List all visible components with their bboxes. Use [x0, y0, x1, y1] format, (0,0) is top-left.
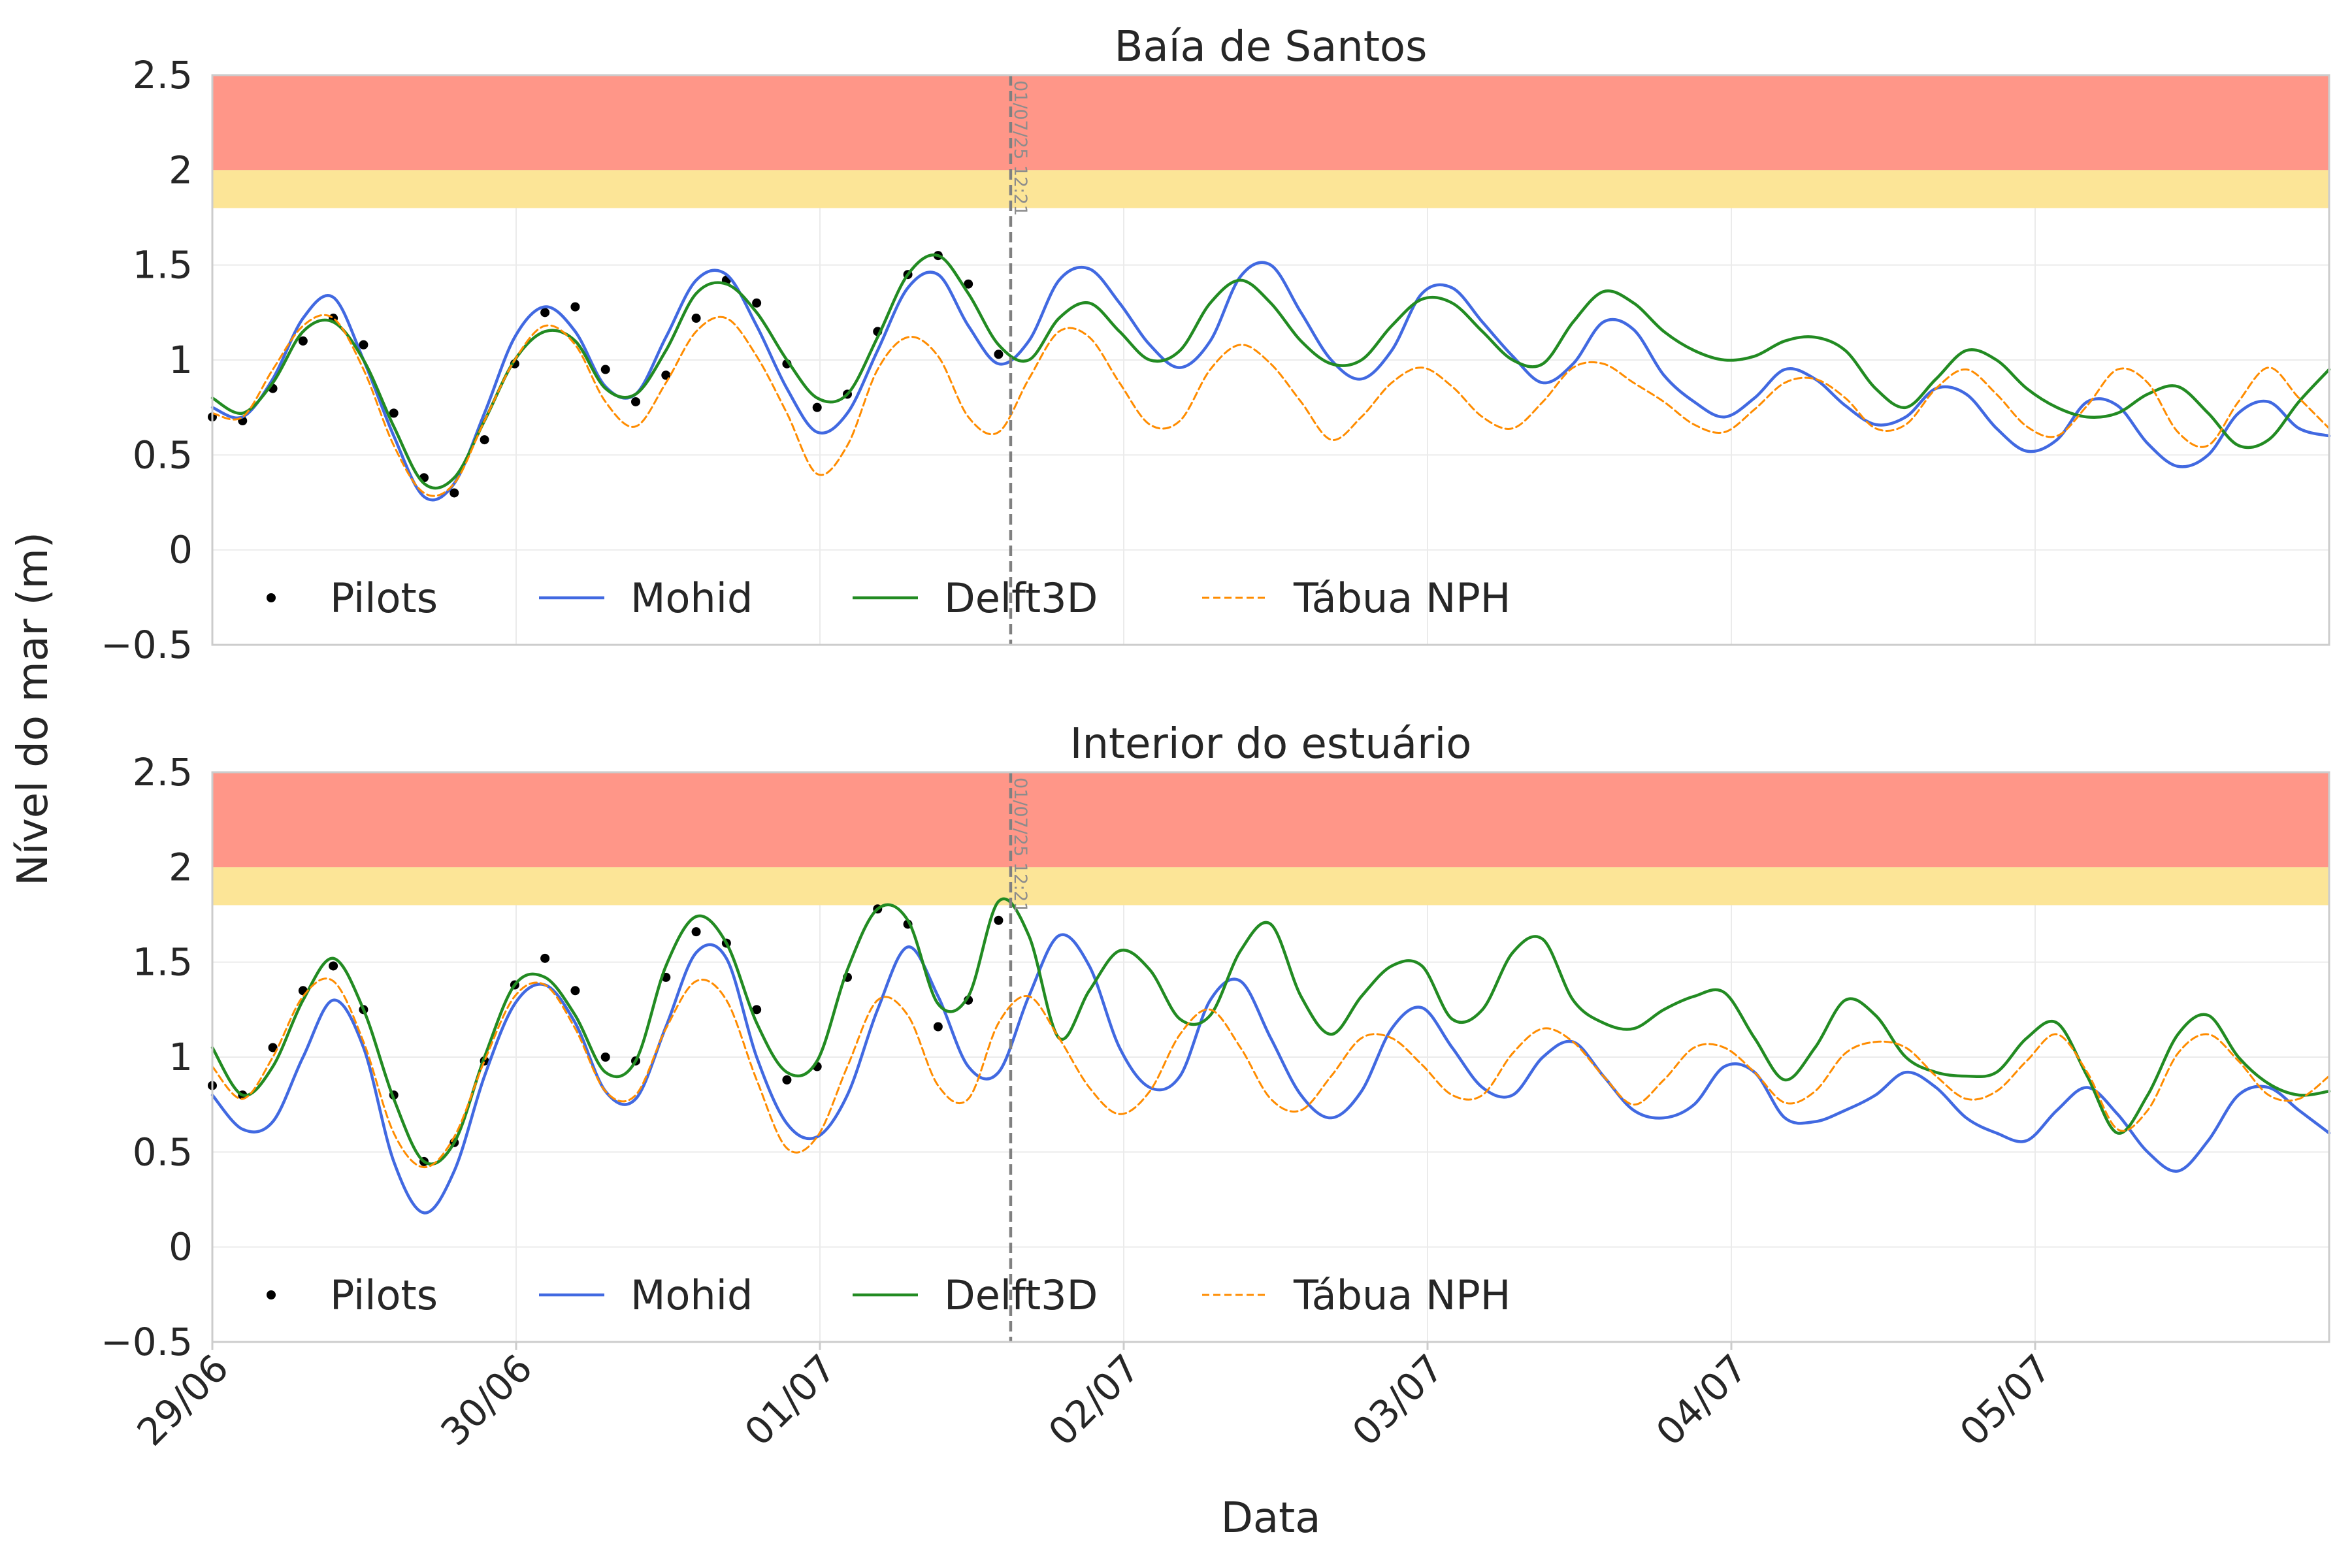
y-tick-label: 1.5 — [133, 940, 193, 985]
legend-item-pilots: Pilots — [267, 574, 438, 622]
series-mohid — [210, 933, 2331, 1215]
legend-item-mohid: Mohid — [539, 574, 753, 622]
pilots-point — [752, 1005, 762, 1015]
legend-swatch — [267, 593, 276, 602]
y-tick-label: 2 — [169, 845, 193, 889]
panel-title: Baía de Santos — [1115, 23, 1428, 71]
y-tick-label: 1 — [169, 338, 193, 382]
pilots-point — [449, 488, 459, 498]
legend-label: Pilots — [330, 574, 438, 622]
series-delft3d — [210, 253, 2331, 490]
pilots-point — [812, 402, 822, 412]
pilots-point — [600, 1053, 610, 1062]
pilots-point — [329, 961, 338, 971]
legend-label: Pilots — [330, 1271, 438, 1319]
series-mohid — [210, 261, 2331, 502]
legend-label: Mohid — [630, 1271, 753, 1319]
now-line-label: 01/07/25 12:21 — [1010, 80, 1030, 216]
pilots-point — [570, 986, 580, 996]
plot-frame — [211, 74, 2330, 646]
y-tick-label: 2.5 — [133, 53, 193, 97]
legend-label: Tábua NPH — [1293, 574, 1511, 622]
y-tick-label: 1.5 — [133, 243, 193, 287]
pilots-point — [752, 298, 762, 308]
panel-interior-do-estuario: 01/07/25 12:21 −0.5 0 0.5 1 1.5 2 2.5 Interior d… — [101, 720, 2331, 1454]
pilots-point — [480, 435, 489, 445]
now-line-label: 01/07/25 12:21 — [1010, 777, 1030, 913]
warning-band — [212, 867, 2329, 906]
panel-title: Interior do estuário — [1070, 720, 1472, 768]
pilots-point — [570, 302, 580, 312]
pilots-point — [600, 365, 610, 374]
legend-swatch — [267, 1290, 276, 1299]
pilots-point — [298, 336, 308, 346]
legend-label: Delft3D — [944, 1271, 1098, 1319]
danger-band — [212, 75, 2329, 171]
pilots-point — [268, 1043, 278, 1053]
plot-frame — [211, 771, 2330, 1343]
pilots-point — [389, 408, 399, 418]
pilots-point — [691, 314, 701, 323]
legend-label: Delft3D — [944, 574, 1098, 622]
pilots-point — [359, 340, 368, 350]
y-tick-label: 0.5 — [133, 433, 193, 477]
series-delft3d — [210, 897, 2331, 1166]
legend-item-delft: Delft3D — [853, 1271, 1098, 1319]
legend-label: Mohid — [630, 574, 753, 622]
legend-item-nph: Tábua NPH — [1202, 1271, 1511, 1319]
pilots-point — [782, 1075, 792, 1085]
legend-label: Tábua NPH — [1293, 1271, 1511, 1319]
danger-band — [212, 772, 2329, 868]
pilots-point — [540, 953, 550, 963]
y-tick-label: 1 — [169, 1035, 193, 1079]
pilots-point — [994, 915, 1004, 925]
pilots-point — [994, 350, 1004, 359]
pilots-point — [540, 308, 550, 318]
legend-item-nph: Tábua NPH — [1202, 574, 1511, 622]
series-tabua-nph — [211, 314, 2330, 497]
pilots-point — [933, 1022, 943, 1032]
y-tick-label: −0.5 — [101, 623, 193, 667]
warning-band — [212, 170, 2329, 208]
y-axis-label: Nível do mar (m) — [9, 532, 57, 886]
legend-item-delft: Delft3D — [853, 574, 1098, 622]
y-tick-label: 2.5 — [133, 750, 193, 794]
y-tick-label: 0 — [169, 528, 193, 572]
series-tabua-nph — [211, 977, 2330, 1169]
y-tick-label: 0.5 — [133, 1130, 193, 1174]
pilots-point — [964, 279, 973, 289]
y-tick-label: −0.5 — [101, 1320, 193, 1364]
x-axis-label: Data — [1221, 1494, 1321, 1543]
legend-item-pilots: Pilots — [267, 1271, 438, 1319]
legend-item-mohid: Mohid — [539, 1271, 753, 1319]
y-tick-label: 0 — [169, 1225, 193, 1269]
pilots-point — [691, 927, 701, 937]
panel-baia-de-santos: 01/07/25 12:21 −0.5 0 0.5 1 1.5 2 2.5 Baía de Sa… — [101, 23, 2331, 667]
pilots-point — [631, 397, 640, 406]
y-tick-label: 2 — [169, 148, 193, 192]
